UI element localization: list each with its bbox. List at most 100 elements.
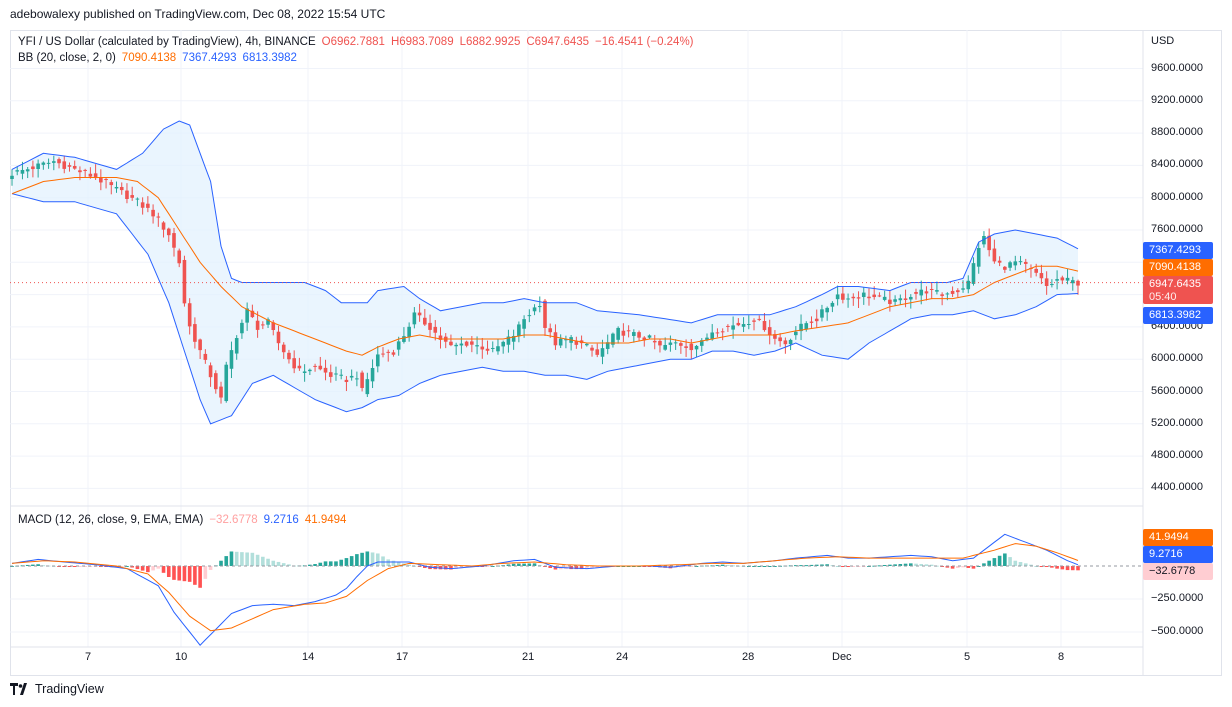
time-tick-label: 21	[522, 651, 535, 663]
macd-tick-label: −500.0000	[1151, 625, 1204, 637]
candle-body	[203, 353, 208, 360]
candle-body	[177, 250, 182, 264]
time-tick-label: 8	[1058, 651, 1065, 663]
macd-line-badge: 9.2716	[1143, 546, 1213, 563]
macd-histogram-bar	[135, 566, 140, 570]
macd-histogram-bar	[846, 566, 850, 567]
macd-histogram-bar	[1013, 560, 1018, 566]
macd-histogram-bar	[537, 564, 542, 566]
macd-histogram-bar	[1044, 566, 1049, 567]
macd-histogram-bar	[882, 565, 887, 567]
candle-body	[391, 352, 396, 355]
macd-histogram-bar	[266, 558, 270, 566]
candle-body	[15, 170, 20, 172]
macd-histogram-bar	[517, 563, 521, 566]
candle-body	[490, 347, 495, 349]
macd-histogram-bar	[804, 565, 809, 567]
candle-body	[187, 303, 192, 327]
macd-histogram-bar	[365, 551, 370, 566]
symbol-legend[interactable]: YFI / US Dollar (calculated by TradingVi…	[18, 36, 700, 48]
candle-body	[245, 308, 249, 323]
macd-histogram-bar	[908, 563, 913, 566]
macd-histogram-bar	[344, 558, 349, 566]
candle-body	[10, 175, 14, 180]
bollinger-basis-line	[11, 177, 1079, 356]
candle-body	[752, 320, 756, 322]
macd-label: MACD (12, 26, close, 9, EMA, EMA)	[18, 514, 204, 526]
candle-body	[459, 343, 464, 346]
candle-body	[961, 288, 965, 290]
candle-body	[501, 341, 505, 347]
macd-histogram-badge: −32.6778	[1143, 563, 1213, 580]
macd-histogram-bar	[67, 566, 72, 567]
candle-body	[699, 340, 704, 346]
bb-legend[interactable]: BB (20, close, 2, 0) 7090.4138 7367.4293 68…	[18, 52, 303, 64]
macd-histogram-bar	[318, 562, 323, 566]
candle-body	[935, 290, 939, 292]
footer-brand[interactable]: TradingView	[10, 682, 104, 696]
candle-body	[302, 371, 307, 373]
candle-body	[1076, 280, 1080, 286]
macd-histogram-bar	[684, 566, 688, 567]
candle-body	[125, 190, 129, 199]
candle-body	[919, 289, 924, 296]
bb-basis-badge: 7090.4138	[1143, 259, 1213, 276]
candle-body	[511, 336, 516, 342]
last-price-value: 6947.6435	[1149, 278, 1201, 290]
bb-upper-value: 7367.4293	[182, 52, 237, 64]
candle-body	[1003, 266, 1007, 270]
bollinger-lower-band	[11, 193, 1079, 425]
macd-legend[interactable]: MACD (12, 26, close, 9, EMA, EMA) −32.677…	[18, 514, 352, 526]
macd-histogram-value: −32.6778	[209, 514, 258, 526]
candle-body	[339, 374, 344, 376]
candle-body	[328, 372, 333, 377]
candle-body	[846, 298, 850, 300]
candle-body	[370, 368, 375, 382]
candle-body	[689, 343, 694, 351]
candle-body	[266, 319, 270, 325]
macd-histogram-bar	[950, 566, 955, 569]
candle-body	[151, 209, 155, 217]
price-tick-label: 9600.0000	[1151, 61, 1203, 74]
candle-body	[746, 324, 751, 326]
candle-body	[46, 162, 51, 164]
publisher-line: adebowalexy published on TradingView.com…	[10, 7, 386, 21]
candle-body	[809, 321, 814, 323]
candle-body	[83, 169, 87, 171]
candle-body	[652, 340, 657, 343]
candle-body	[835, 294, 840, 300]
candle-body	[381, 353, 385, 355]
macd-histogram-bar	[877, 565, 882, 567]
macd-histogram-bar	[156, 566, 161, 569]
candle-body	[731, 325, 735, 330]
candle-body	[532, 307, 537, 312]
macd-histogram-bar	[323, 561, 328, 566]
candle-body	[193, 324, 197, 342]
macd-histogram-bar	[585, 566, 589, 570]
macd-histogram-bar	[454, 566, 458, 569]
candle-body	[621, 330, 626, 336]
candle-body	[773, 334, 777, 339]
candle-body	[281, 344, 286, 353]
candle-body	[820, 309, 824, 318]
candle-body	[20, 169, 25, 174]
macd-histogram-bar	[898, 564, 903, 566]
candle-body	[767, 327, 772, 336]
candle-body	[93, 173, 98, 179]
candle-body	[548, 328, 553, 333]
macd-histogram-bar	[114, 566, 119, 568]
time-tick-label: 24	[616, 651, 629, 663]
currency-label[interactable]: USD	[1151, 35, 1175, 47]
macd-histogram-bar	[1076, 566, 1080, 571]
candle-body	[135, 198, 140, 200]
candle-body	[428, 322, 432, 330]
candle-body	[297, 365, 302, 369]
candle-body	[882, 296, 887, 300]
candle-body	[72, 166, 77, 169]
macd-histogram-bar	[574, 566, 579, 570]
macd-histogram-bar	[119, 566, 124, 567]
candle-body	[109, 182, 114, 186]
macd-histogram-bar	[820, 564, 824, 566]
macd-histogram-bar	[229, 551, 234, 566]
